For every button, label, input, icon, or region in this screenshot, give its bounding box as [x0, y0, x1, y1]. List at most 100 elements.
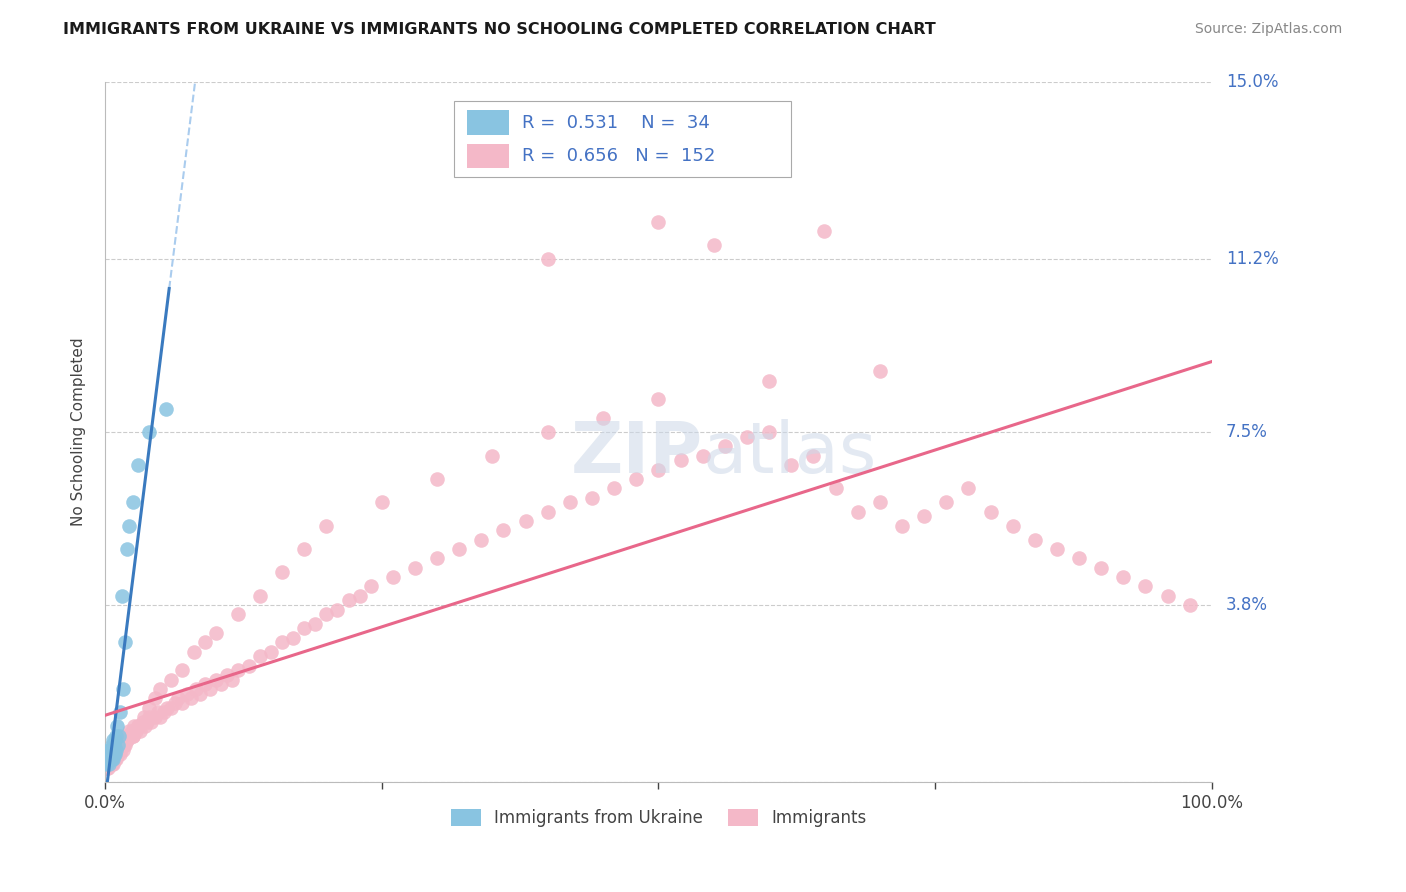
Point [426, 551, 449, 566]
Point [1112, 570, 1135, 584]
Point [824, 481, 846, 495]
Point [188, 687, 211, 701]
Point [118, 723, 141, 738]
Point [581, 491, 603, 505]
Point [180, 691, 202, 706]
Point [107, 747, 129, 762]
Text: 11.2%: 11.2% [1226, 251, 1278, 268]
Point [1067, 551, 1090, 566]
Point [160, 700, 183, 714]
Point [194, 677, 217, 691]
Point [103, 752, 125, 766]
Point [492, 523, 515, 537]
Point [98, 756, 121, 771]
Point [647, 462, 669, 476]
Point [1090, 560, 1112, 574]
Point [780, 458, 803, 472]
Point [111, 742, 134, 756]
Point [537, 504, 560, 518]
Point [304, 616, 326, 631]
Point [111, 681, 134, 696]
Point [515, 514, 537, 528]
Point [100, 747, 122, 762]
Text: 15.0%: 15.0% [1226, 73, 1278, 91]
Point [100, 742, 122, 756]
Point [105, 747, 128, 762]
Point [105, 742, 128, 756]
Point [107, 742, 129, 756]
Point [647, 392, 669, 407]
Point [111, 733, 134, 747]
Point [626, 472, 648, 486]
Point [138, 710, 160, 724]
Point [337, 593, 360, 607]
Text: ZIP: ZIP [571, 418, 703, 488]
Point [226, 607, 249, 622]
Point [426, 472, 449, 486]
Point [592, 411, 614, 425]
Point [103, 752, 125, 766]
Point [120, 729, 142, 743]
Point [198, 681, 221, 696]
Point [647, 215, 669, 229]
Point [221, 673, 243, 687]
Point [100, 747, 122, 762]
Point [110, 589, 132, 603]
Point [249, 589, 271, 603]
Point [758, 425, 780, 439]
Point [449, 541, 471, 556]
Point [104, 747, 127, 762]
Point [121, 495, 143, 509]
Point [669, 453, 692, 467]
Point [558, 495, 581, 509]
Point [115, 729, 138, 743]
Point [912, 509, 935, 524]
Point [714, 439, 737, 453]
Point [204, 626, 226, 640]
Text: IMMIGRANTS FROM UKRAINE VS IMMIGRANTS NO SCHOOLING COMPLETED CORRELATION CHART: IMMIGRANTS FROM UKRAINE VS IMMIGRANTS NO… [63, 22, 936, 37]
Point [271, 635, 294, 649]
Point [292, 541, 315, 556]
Point [1001, 518, 1024, 533]
Point [103, 747, 125, 762]
Point [131, 714, 153, 729]
Text: 3.8%: 3.8% [1226, 596, 1268, 614]
Point [108, 729, 131, 743]
Point [100, 756, 122, 771]
Point [172, 663, 194, 677]
Point [103, 738, 125, 752]
Point [184, 681, 207, 696]
Point [149, 681, 172, 696]
Point [735, 430, 758, 444]
Point [226, 663, 249, 677]
Point [204, 673, 226, 687]
Point [104, 752, 127, 766]
Point [127, 719, 149, 733]
Point [1046, 541, 1069, 556]
Point [101, 733, 124, 747]
Point [121, 723, 143, 738]
Point [118, 518, 141, 533]
Point [935, 495, 957, 509]
Point [283, 631, 305, 645]
Text: 7.5%: 7.5% [1226, 423, 1268, 442]
Point [105, 738, 128, 752]
Point [470, 533, 492, 547]
Point [127, 458, 149, 472]
Point [108, 742, 131, 756]
Text: R =  0.531    N =  34: R = 0.531 N = 34 [522, 113, 710, 132]
Point [97, 752, 120, 766]
Point [315, 518, 337, 533]
Point [100, 752, 122, 766]
Point [869, 495, 891, 509]
Text: Source: ZipAtlas.com: Source: ZipAtlas.com [1195, 22, 1343, 37]
Point [292, 621, 315, 635]
Point [104, 742, 127, 756]
Point [703, 238, 725, 252]
Point [114, 738, 136, 752]
Point [132, 710, 155, 724]
Point [97, 756, 120, 771]
Point [100, 752, 122, 766]
Point [100, 756, 122, 771]
Point [957, 481, 980, 495]
